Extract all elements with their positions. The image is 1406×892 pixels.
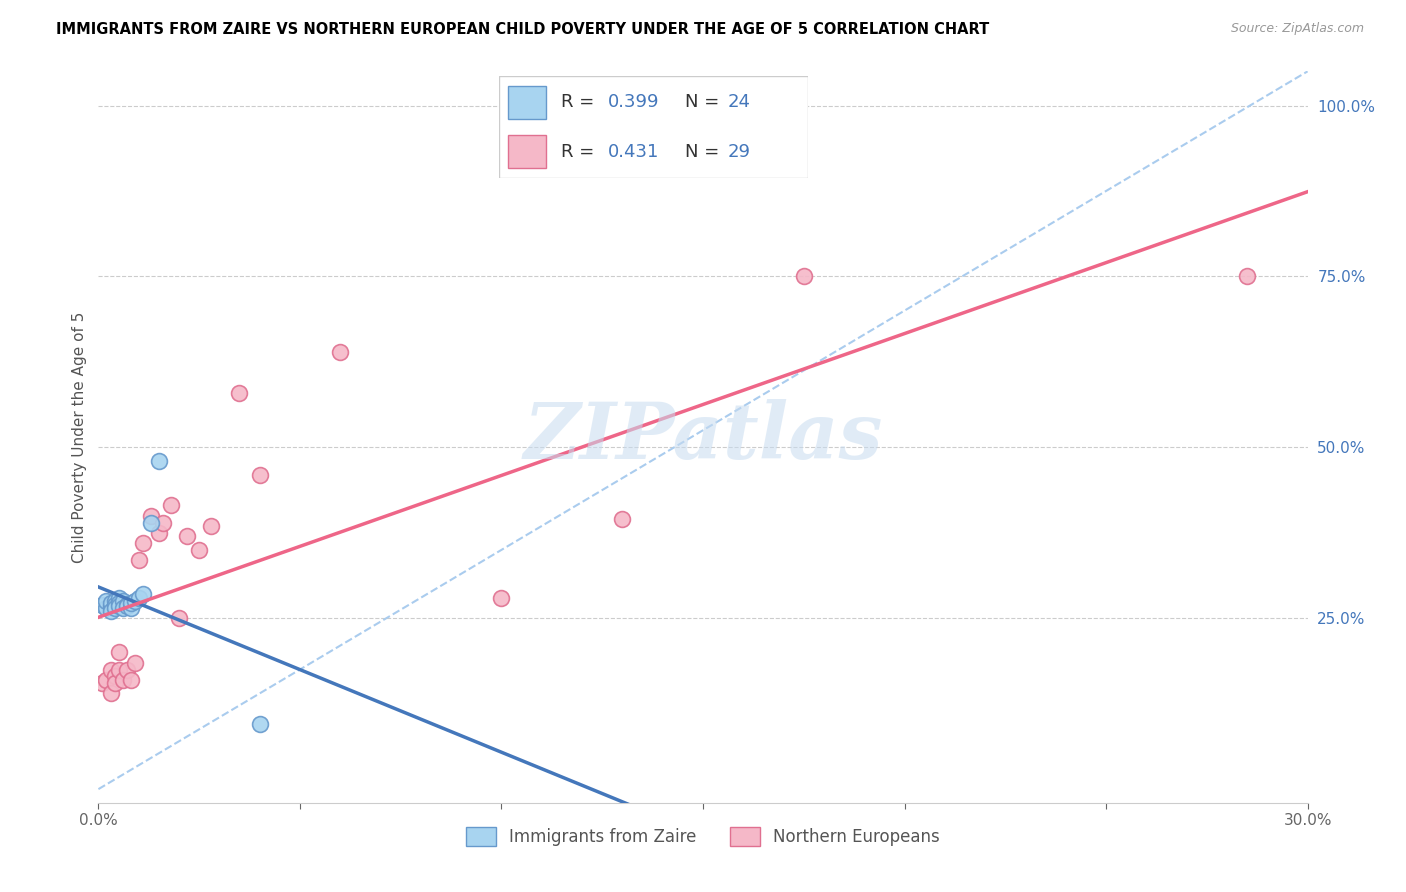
Text: IMMIGRANTS FROM ZAIRE VS NORTHERN EUROPEAN CHILD POVERTY UNDER THE AGE OF 5 CORR: IMMIGRANTS FROM ZAIRE VS NORTHERN EUROPE… <box>56 22 990 37</box>
Point <box>115 663 138 677</box>
Text: 0.399: 0.399 <box>607 94 659 112</box>
Point <box>128 553 150 567</box>
Point <box>111 673 134 687</box>
Point <box>249 717 271 731</box>
Text: 0.431: 0.431 <box>607 143 659 161</box>
Point <box>167 611 190 625</box>
Point <box>200 519 222 533</box>
Point <box>491 591 513 605</box>
Point <box>148 454 170 468</box>
Point <box>120 596 142 610</box>
Point <box>329 344 352 359</box>
Point <box>100 596 122 610</box>
Point <box>793 269 815 284</box>
Point <box>188 542 211 557</box>
FancyBboxPatch shape <box>499 76 808 178</box>
Point <box>115 599 138 613</box>
Text: 29: 29 <box>728 143 751 161</box>
Point <box>107 645 129 659</box>
Point <box>111 594 134 608</box>
Point <box>128 591 150 605</box>
Point <box>139 516 162 530</box>
Point <box>115 598 138 612</box>
Point <box>120 673 142 687</box>
Bar <box>509 87 546 119</box>
Point <box>124 656 146 670</box>
Point <box>103 594 125 608</box>
Point <box>160 499 183 513</box>
Point <box>124 594 146 608</box>
Text: ZIPatlas: ZIPatlas <box>523 399 883 475</box>
Point <box>107 663 129 677</box>
Legend: Immigrants from Zaire, Northern Europeans: Immigrants from Zaire, Northern European… <box>460 821 946 853</box>
Point <box>111 601 134 615</box>
Point <box>152 516 174 530</box>
Text: R =: R = <box>561 143 600 161</box>
Point <box>139 508 162 523</box>
Text: 24: 24 <box>728 94 751 112</box>
Point <box>612 512 634 526</box>
Point <box>96 601 118 615</box>
Point <box>132 536 155 550</box>
Point <box>107 599 129 613</box>
Point <box>132 587 155 601</box>
Point <box>148 525 170 540</box>
Point <box>100 604 122 618</box>
Bar <box>509 136 546 168</box>
Y-axis label: Child Poverty Under the Age of 5: Child Poverty Under the Age of 5 <box>72 311 87 563</box>
Text: Source: ZipAtlas.com: Source: ZipAtlas.com <box>1230 22 1364 36</box>
Point <box>103 598 125 612</box>
Point <box>96 594 118 608</box>
Point <box>176 529 198 543</box>
Point <box>96 673 118 687</box>
Point <box>249 467 271 482</box>
Text: N =: N = <box>685 94 724 112</box>
Point <box>103 601 125 615</box>
Point <box>103 669 125 683</box>
Point <box>91 676 114 690</box>
Point <box>100 663 122 677</box>
Point <box>1236 269 1258 284</box>
Text: N =: N = <box>685 143 724 161</box>
Point <box>228 385 250 400</box>
Point <box>107 596 129 610</box>
Point <box>103 676 125 690</box>
Point <box>100 599 122 613</box>
Text: R =: R = <box>561 94 600 112</box>
Point <box>107 591 129 605</box>
Point <box>120 601 142 615</box>
Point <box>91 598 114 612</box>
Point <box>100 686 122 700</box>
